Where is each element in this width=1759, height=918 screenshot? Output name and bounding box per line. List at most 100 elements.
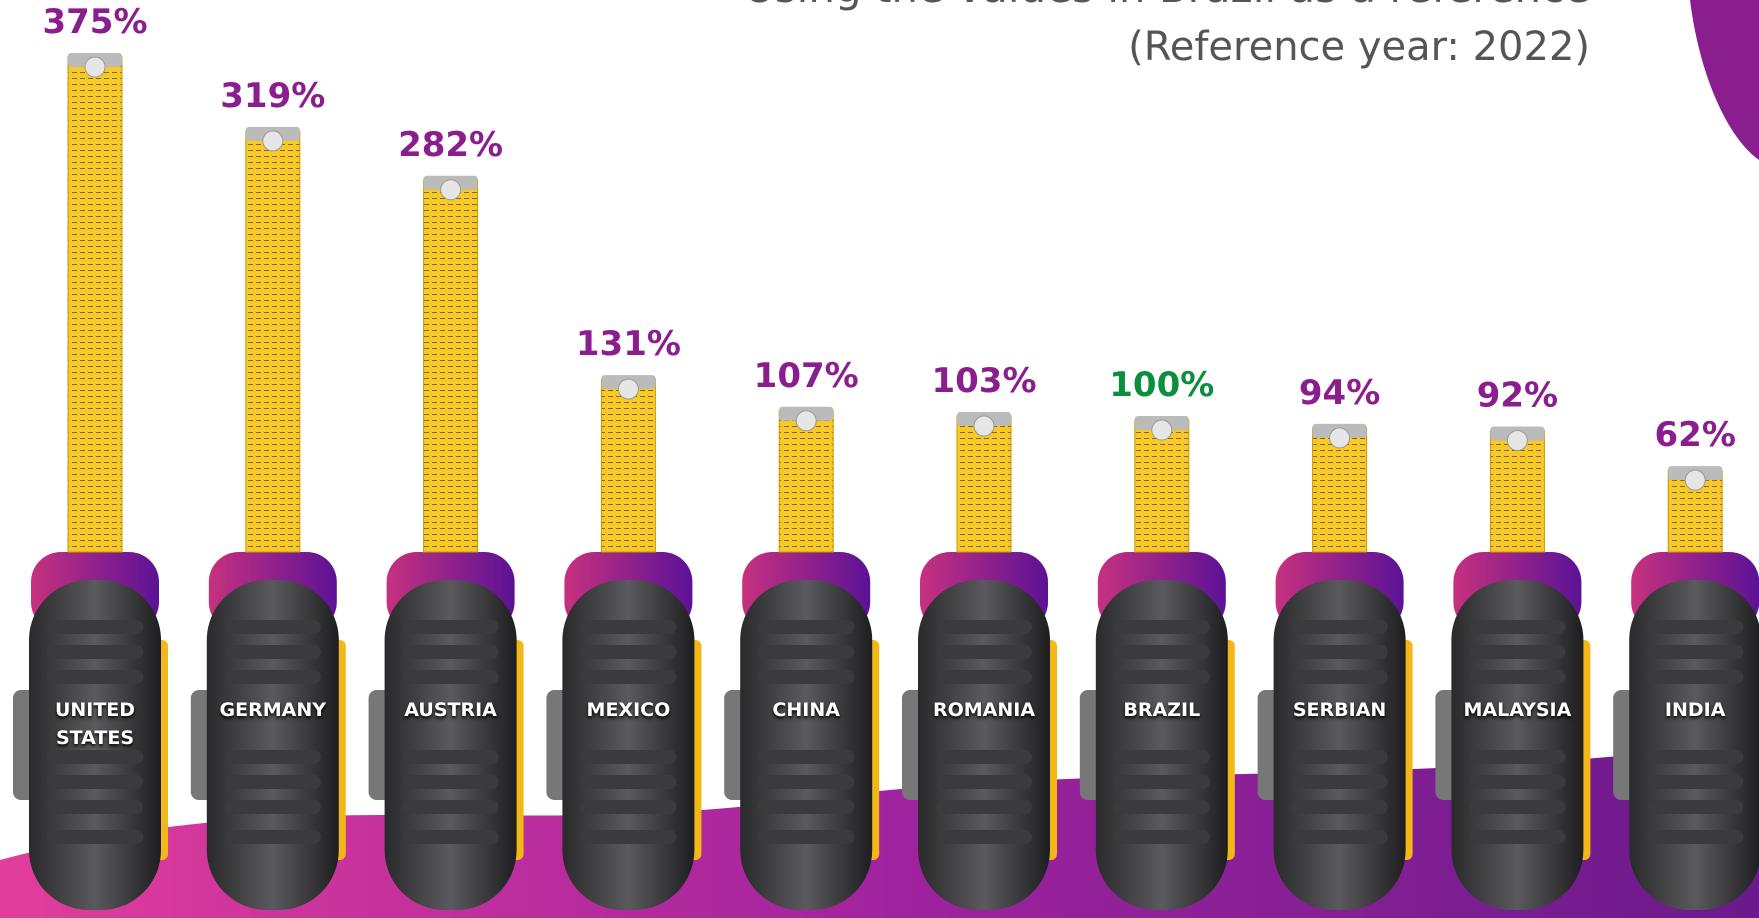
hook-hole <box>1330 428 1350 448</box>
grip <box>936 750 1032 764</box>
tape <box>68 57 122 552</box>
grip <box>47 645 143 659</box>
value-label: 100% <box>1109 365 1214 405</box>
category-label: MEXICO <box>568 696 688 724</box>
tape <box>779 411 833 552</box>
grip <box>1647 830 1743 844</box>
category-label: ROMANIA <box>924 696 1044 724</box>
grip <box>936 800 1032 814</box>
grip <box>225 800 321 814</box>
tape <box>424 180 478 552</box>
grip <box>403 800 499 814</box>
grip <box>758 800 854 814</box>
category-label: BRAZIL <box>1102 696 1222 724</box>
corner-arc <box>1690 0 1759 160</box>
tape <box>246 131 300 552</box>
grip <box>225 830 321 844</box>
grip <box>936 670 1032 684</box>
grip <box>1292 670 1388 684</box>
grip <box>1292 645 1388 659</box>
value-label: 375% <box>42 2 147 42</box>
grip <box>580 750 676 764</box>
grip <box>1469 620 1565 634</box>
value-label: 319% <box>220 76 325 116</box>
chart: Using the values in Brazil as a referenc… <box>0 0 1759 918</box>
grip <box>758 670 854 684</box>
tape <box>601 379 655 552</box>
hook-hole <box>974 416 994 436</box>
hook-hole <box>263 131 283 151</box>
hook-hole <box>796 411 816 431</box>
grip <box>225 620 321 634</box>
grip <box>1114 750 1210 764</box>
grip <box>1114 645 1210 659</box>
grip <box>1292 750 1388 764</box>
grip <box>1114 830 1210 844</box>
grip <box>758 620 854 634</box>
grip <box>1114 670 1210 684</box>
grip <box>225 775 321 789</box>
category-label: MALAYSIA <box>1457 696 1577 724</box>
hook-hole <box>85 57 105 77</box>
grip <box>758 775 854 789</box>
grip <box>936 775 1032 789</box>
value-label: 282% <box>398 125 503 165</box>
grip <box>580 775 676 789</box>
value-label: 131% <box>576 324 681 364</box>
grip <box>225 645 321 659</box>
grip <box>1469 775 1565 789</box>
value-label: 103% <box>931 361 1036 401</box>
grip <box>1647 775 1743 789</box>
hook-hole <box>441 180 461 200</box>
category-label: AUSTRIA <box>391 696 511 724</box>
grip <box>1469 750 1565 764</box>
grip <box>47 620 143 634</box>
grip <box>403 830 499 844</box>
grip <box>403 645 499 659</box>
chart-title: Using the values in Brazil as a referenc… <box>744 0 1590 12</box>
grip <box>47 670 143 684</box>
value-label: 94% <box>1299 373 1380 413</box>
grip <box>1469 645 1565 659</box>
category-label: INDIA <box>1635 696 1755 724</box>
grip <box>580 830 676 844</box>
grip <box>403 670 499 684</box>
grip <box>1114 620 1210 634</box>
grip <box>1292 775 1388 789</box>
value-label: 62% <box>1655 415 1736 455</box>
grip <box>1647 620 1743 634</box>
grip <box>47 750 143 764</box>
grip <box>936 645 1032 659</box>
grip <box>403 775 499 789</box>
grip <box>1469 830 1565 844</box>
grip <box>580 800 676 814</box>
grip <box>580 645 676 659</box>
grip <box>758 830 854 844</box>
hook-hole <box>1685 470 1705 490</box>
grip <box>580 670 676 684</box>
hook-hole <box>618 379 638 399</box>
grip <box>758 750 854 764</box>
grip <box>1114 800 1210 814</box>
category-label: CHINA <box>746 696 866 724</box>
grip <box>1647 750 1743 764</box>
grip <box>936 830 1032 844</box>
grip <box>47 830 143 844</box>
grip <box>1647 670 1743 684</box>
grip <box>403 750 499 764</box>
grip <box>1292 800 1388 814</box>
hook-hole <box>1152 420 1172 440</box>
grip <box>1647 645 1743 659</box>
value-label: 107% <box>754 356 859 396</box>
grip <box>47 775 143 789</box>
grip <box>1647 800 1743 814</box>
category-label: UNITED STATES <box>35 696 155 752</box>
grip <box>1469 800 1565 814</box>
grip <box>225 670 321 684</box>
hook-hole <box>1507 431 1527 451</box>
grip <box>1114 775 1210 789</box>
category-label: SERBIAN <box>1280 696 1400 724</box>
value-label: 92% <box>1477 376 1558 416</box>
grip <box>1292 830 1388 844</box>
grip <box>225 750 321 764</box>
